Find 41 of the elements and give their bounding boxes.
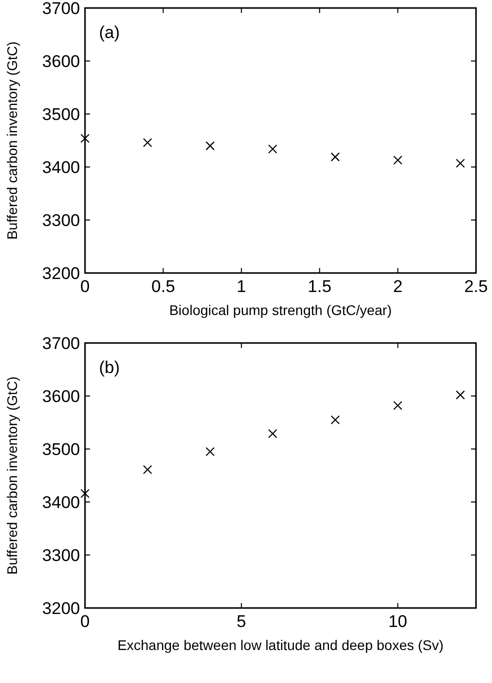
point: [80, 488, 90, 498]
y-tick-label: 3200: [42, 264, 80, 283]
point: [206, 141, 215, 150]
y-tick-label: 3400: [42, 158, 80, 177]
y-tick-label: 3300: [42, 546, 80, 565]
point: [80, 134, 90, 143]
y-tick-label: 3500: [42, 440, 80, 459]
x-tick-label: 5: [236, 612, 246, 631]
y-tick-label: 3400: [42, 492, 80, 512]
point: [393, 400, 402, 410]
annotation: (b): [99, 358, 120, 377]
x-tick-label: 10: [388, 612, 408, 631]
x-tick-label: 2.5: [464, 277, 488, 296]
y-axis-title: Buffered carbon inventory (GtC): [4, 41, 20, 240]
y-axis-title: Buffered carbon inventory (GtC): [4, 376, 20, 575]
y-tick-label: 3700: [42, 334, 80, 353]
point: [143, 138, 152, 148]
y-tick-label: 3500: [42, 104, 80, 124]
point: [456, 158, 465, 168]
point: [268, 429, 278, 438]
x-tick-label: 1: [236, 277, 246, 296]
point: [268, 144, 278, 154]
x-tick-label: 1.5: [308, 277, 332, 296]
point: [330, 415, 340, 424]
point: [330, 152, 340, 162]
y-tick-label: 3600: [42, 52, 80, 71]
point: [393, 156, 402, 165]
y-tick-label: 3200: [42, 598, 80, 618]
point: [143, 465, 152, 474]
x-axis-title: Biological pump strength (GtC/year): [169, 302, 392, 318]
x-axis-title: Exchange between low latitude and deep boxes (Sv): [117, 637, 444, 653]
y-tick-label: 3700: [42, 0, 80, 18]
y-tick-label: 3600: [42, 386, 80, 406]
annotation: (a): [99, 23, 120, 42]
y-tick-label: 3300: [42, 210, 80, 230]
point: [456, 390, 465, 400]
x-tick-label: 0.5: [151, 277, 176, 296]
x-tick-label: 0: [80, 277, 90, 296]
x-tick-label: 0: [80, 612, 90, 631]
x-tick-label: 2: [393, 277, 403, 296]
point: [206, 447, 215, 456]
